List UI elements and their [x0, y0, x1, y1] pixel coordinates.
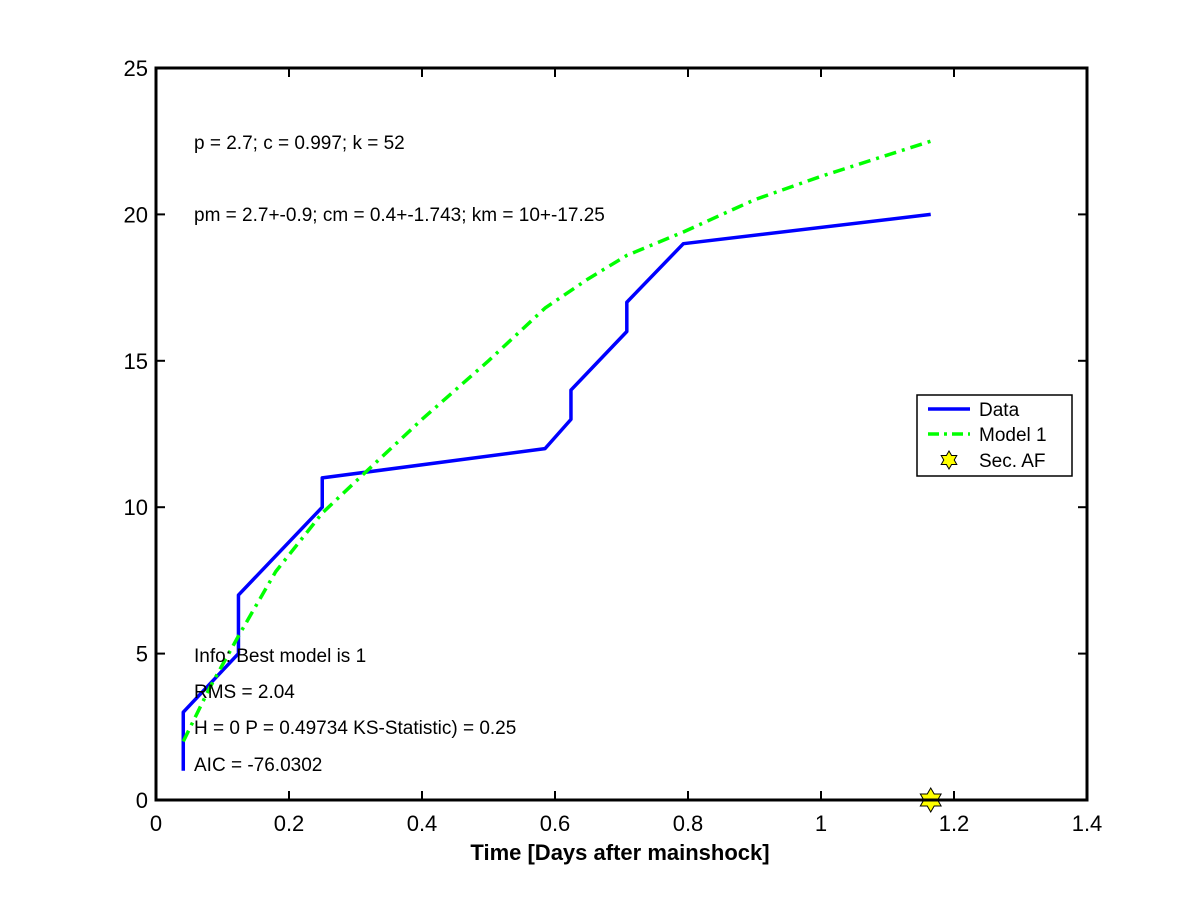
model-series-line [181, 139, 932, 743]
series-layer [181, 139, 942, 813]
x-tick-label: 0 [150, 811, 162, 836]
legend-label-model: Model 1 [979, 425, 1047, 446]
sec-af-legend-marker [940, 450, 958, 470]
legend-label-data: Data [979, 400, 1020, 421]
x-tick-label: 1.4 [1072, 811, 1103, 836]
y-tick-label: 10 [124, 495, 148, 520]
x-axis-label: Time [Days after mainshock] [470, 840, 769, 865]
x-tick-label: 1 [815, 811, 827, 836]
y-tick-label: 0 [136, 788, 148, 813]
plot-area-frame [154, 66, 1089, 802]
x-tick-label: 0.4 [407, 811, 438, 836]
x-tick-label: 1.2 [939, 811, 970, 836]
axis-tick-labels: 0 0.2 0.4 0.6 0.8 1 1.2 1.4 0 5 10 15 20 25 [124, 56, 1103, 836]
annotation-params: p = 2.7; c = 0.997; k = 52 [194, 133, 405, 154]
annotation-rms: RMS = 2.04 [194, 682, 295, 703]
annotation-param-errors: pm = 2.7+-0.9; cm = 0.4+-1.743; km = 10+… [194, 205, 605, 226]
annotation-ks: H = 0 P = 0.49734 KS-Statistic) = 0.25 [194, 718, 516, 739]
y-tick-label: 20 [124, 202, 148, 227]
legend: Data Model 1 Sec. AF [916, 394, 1073, 477]
x-tick-label: 0.2 [274, 811, 305, 836]
y-tick-label: 25 [124, 56, 148, 81]
legend-swatch-sec-af [940, 450, 958, 470]
annotation-aic: AIC = -76.0302 [194, 755, 322, 776]
y-tick-label: 15 [124, 349, 148, 374]
x-tick-label: 0.8 [673, 811, 704, 836]
y-tick-label: 5 [136, 642, 148, 667]
x-tick-label: 0.6 [540, 811, 571, 836]
legend-label-sec-af: Sec. AF [979, 451, 1046, 472]
annotation-info: Info: Best model is 1 [194, 646, 366, 667]
data-series-line [181, 212, 931, 771]
